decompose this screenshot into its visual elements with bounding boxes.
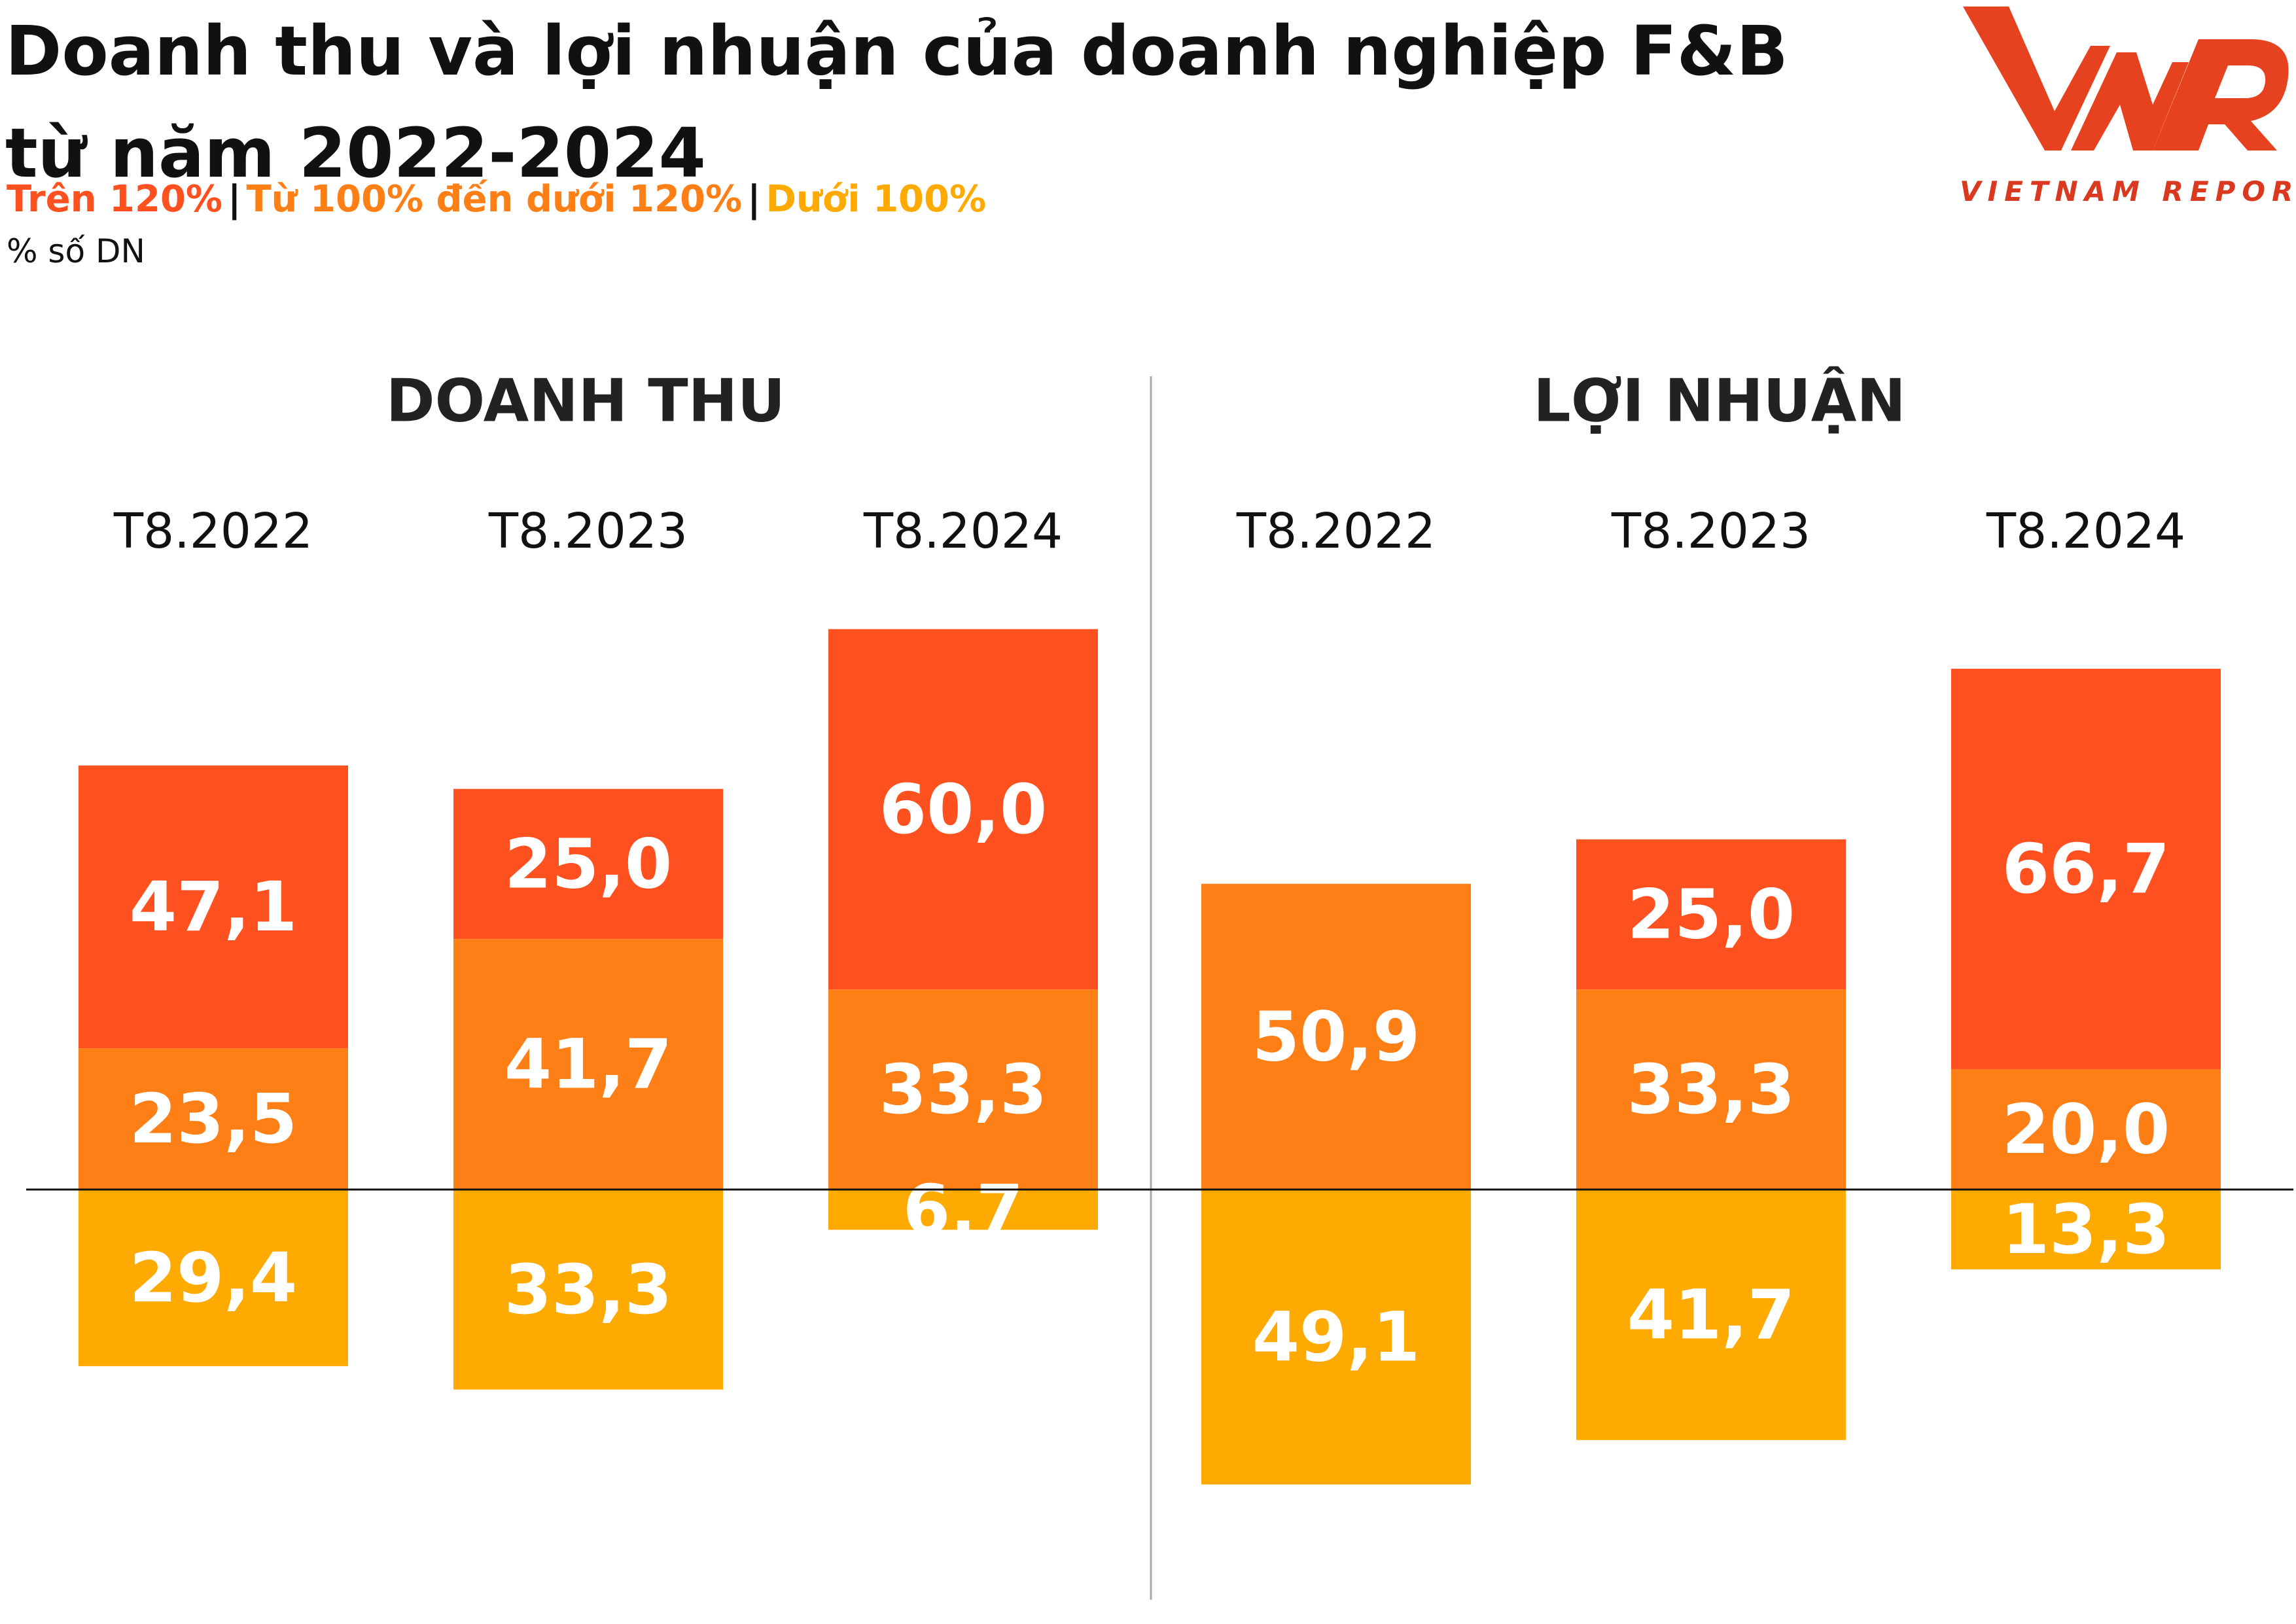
bar-segment-100-120 bbox=[79, 1048, 348, 1190]
bar-segment-below-100 bbox=[1576, 1190, 1846, 1440]
bar-segment-above-120 bbox=[1576, 839, 1846, 990]
logo-v-shape bbox=[1963, 7, 2110, 150]
data-label-above-120: 25,0 bbox=[1627, 875, 1795, 955]
category-label: T8.2023 bbox=[488, 503, 688, 559]
legend-item-100-120: Từ 100% đến dưới 120% bbox=[246, 178, 743, 221]
data-label-100-120: 41,7 bbox=[504, 1025, 673, 1104]
data-label-above-120: 66,7 bbox=[2002, 829, 2170, 909]
category-label: T8.2022 bbox=[1236, 503, 1436, 559]
unit-label: % số DN bbox=[7, 232, 145, 270]
legend-item-below-100: Dưới 100% bbox=[766, 178, 987, 221]
bar-segment-below-100 bbox=[1201, 1190, 1471, 1485]
legend-separator: | bbox=[228, 178, 241, 221]
chart-title: Doanh thu và lợi nhuận của doanh nghiệp … bbox=[5, 0, 1837, 204]
logo-n-shape bbox=[2071, 52, 2189, 150]
data-label-below-100: 13,3 bbox=[2002, 1190, 2170, 1269]
bar-segment-below-100 bbox=[1951, 1190, 2221, 1270]
bar-segment-above-120 bbox=[453, 788, 723, 940]
data-label-below-100: 29,4 bbox=[130, 1238, 298, 1318]
data-label-above-120: 47,1 bbox=[130, 867, 298, 947]
bar-segment-above-120 bbox=[1951, 669, 2221, 1070]
legend-item-above-120: Trên 120% bbox=[7, 178, 223, 221]
title-line-1: Doanh thu và lợi nhuận của doanh nghiệp … bbox=[5, 11, 1788, 91]
legend-separator: | bbox=[747, 178, 761, 221]
data-label-above-120: 25,0 bbox=[504, 824, 673, 904]
bar-segment-above-120 bbox=[828, 629, 1098, 990]
category-label: T8.2024 bbox=[1986, 503, 2185, 559]
data-label-below-100: 33,3 bbox=[504, 1250, 673, 1330]
category-label: T8.2023 bbox=[1611, 503, 1810, 559]
data-label-100-120: 33,3 bbox=[879, 1050, 1048, 1129]
bar-segment-100-120 bbox=[1951, 1069, 2221, 1190]
data-label-100-120: 23,5 bbox=[130, 1079, 298, 1159]
bar-segment-below-100 bbox=[453, 1190, 723, 1390]
data-label-100-120: 50,9 bbox=[1252, 997, 1421, 1076]
data-label-below-100: 41,7 bbox=[1627, 1275, 1795, 1354]
data-label-below-100: 49,1 bbox=[1252, 1297, 1421, 1377]
vnr-logo bbox=[1963, 7, 2289, 150]
bar-segment-100-120 bbox=[828, 989, 1098, 1190]
category-label: T8.2022 bbox=[113, 503, 313, 559]
bar-segment-100-120 bbox=[453, 939, 723, 1190]
legend: Trên 120% | Từ 100% đến dưới 120% | Dưới 100… bbox=[7, 178, 986, 221]
bar-segment-100-120 bbox=[1201, 883, 1471, 1190]
data-label-above-120: 60,0 bbox=[879, 769, 1048, 849]
bar-segment-100-120 bbox=[1576, 989, 1846, 1190]
logo-text: VIETNAM REPORT bbox=[1960, 175, 2296, 207]
bar-segment-below-100 bbox=[828, 1190, 1098, 1230]
data-label-100-120: 33,3 bbox=[1627, 1050, 1795, 1129]
bar-segment-above-120 bbox=[79, 765, 348, 1049]
logo-r-shape bbox=[2153, 39, 2289, 150]
data-label-100-120: 20,0 bbox=[2002, 1089, 2170, 1169]
title-line-2: từ năm 2022-2024 bbox=[5, 113, 706, 193]
data-label-below-100: 6,7 bbox=[903, 1170, 1023, 1250]
category-label: T8.2024 bbox=[863, 503, 1063, 559]
panel-title: LỢI NHUẬN bbox=[1533, 366, 1906, 436]
panel-title: DOANH THU bbox=[386, 367, 785, 436]
bar-segment-below-100 bbox=[79, 1190, 348, 1366]
